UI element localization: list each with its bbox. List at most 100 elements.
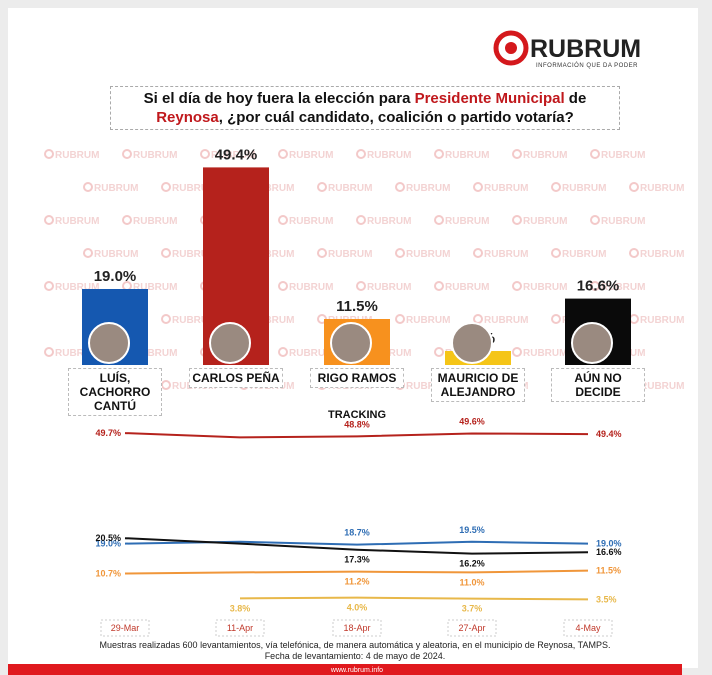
value-label: 11.0%	[459, 577, 484, 587]
value-label: 17.3%	[344, 555, 370, 565]
category-label: AÚN NO DECIDE	[551, 368, 645, 402]
watermark-dot	[434, 281, 444, 291]
watermark-text: RUBRUM	[94, 249, 138, 260]
value-label: 11.5%	[336, 298, 378, 315]
watermark-text: RUBRUM	[367, 150, 411, 161]
category-label: MAURICIO DE ALEJANDRO	[431, 368, 525, 402]
line	[124, 537, 589, 555]
value-label: 3.5%	[596, 594, 617, 604]
question-part: de	[564, 90, 587, 107]
candidate-photo	[451, 322, 493, 364]
value-label: 10.7%	[95, 568, 121, 578]
question-part: Presidente Municipal	[414, 90, 565, 107]
candidate-photo	[88, 322, 130, 364]
logo: RUBRUM	[530, 35, 641, 63]
watermark-text: RUBRUM	[484, 315, 528, 326]
value-label: 49.7%	[95, 428, 121, 438]
watermark-dot	[356, 281, 366, 291]
footer-bar	[8, 664, 682, 675]
date: Fecha de levantamiento: 4 de mayo de 202…	[264, 651, 446, 661]
value-label: 3.8%	[230, 603, 251, 613]
watermark-text: RUBRUM	[172, 249, 216, 260]
watermark-dot	[317, 248, 327, 258]
value-label: 49.4%	[596, 429, 622, 439]
value-label: 11.2%	[344, 577, 369, 587]
value-label: 48.8%	[344, 419, 370, 429]
footer-note: Muestras realizadas 600 levantamientos, …	[90, 640, 620, 662]
watermark-text: RUBRUM	[133, 216, 177, 227]
x-tick-label: 18-Apr	[343, 623, 370, 633]
question-part: Reynosa	[156, 109, 219, 126]
watermark-text: RUBRUM	[445, 282, 489, 293]
question: Si el día de hoy fuera la elección para …	[110, 86, 620, 130]
watermark-text: RUBRUM	[406, 315, 450, 326]
watermark-dot	[590, 215, 600, 225]
logo-dot	[505, 42, 517, 54]
watermark-text: RUBRUM	[55, 150, 99, 161]
x-tick-box	[100, 619, 150, 637]
x-tick-label: 27-Apr	[458, 623, 485, 633]
candidate-photo	[330, 322, 372, 364]
watermark-dot	[434, 149, 444, 159]
watermark-text: RUBRUM	[523, 216, 567, 227]
watermark-text: RUBRUM	[406, 249, 450, 260]
x-tick-label: 11-Apr	[227, 623, 253, 633]
watermark-dot	[122, 149, 132, 159]
watermark-dot	[317, 182, 327, 192]
line	[239, 596, 589, 601]
watermark-dot	[551, 182, 561, 192]
x-tick-box	[563, 619, 613, 637]
watermark-text: RUBRUM	[484, 183, 528, 194]
watermark-text: RUBRUM	[289, 216, 333, 227]
watermark-dot	[83, 182, 93, 192]
value-label: 49.4%	[215, 146, 258, 163]
value-label: 19.0%	[596, 539, 622, 549]
watermark-text: RUBRUM	[601, 150, 645, 161]
watermark-text: RUBRUM	[55, 282, 99, 293]
x-tick-box	[332, 619, 382, 637]
value-label: 18.7%	[344, 528, 370, 538]
watermark-text: RUBRUM	[55, 348, 99, 359]
candidate-photo	[571, 322, 613, 364]
watermark-dot	[473, 182, 483, 192]
watermark-text: RUBRUM	[523, 282, 567, 293]
watermark-text: RUBRUM	[445, 150, 489, 161]
watermark-text: RUBRUM	[640, 381, 684, 392]
watermark-text: RUBRUM	[601, 216, 645, 227]
watermark-dot	[512, 215, 522, 225]
watermark-text: RUBRUM	[523, 150, 567, 161]
value-label: 20.5%	[95, 533, 121, 543]
value-label: 16.6%	[577, 278, 620, 295]
watermark-text: RUBRUM	[640, 315, 684, 326]
watermark-text: RUBRUM	[250, 249, 294, 260]
watermark-dot	[395, 182, 405, 192]
watermark-text: RUBRUM	[133, 282, 177, 293]
watermark-dot	[161, 182, 171, 192]
question-part: , ¿por cuál candidato, coalición o parti…	[218, 109, 574, 126]
watermark-text: RUBRUM	[250, 315, 294, 326]
category-label: RIGO RAMOS	[310, 368, 404, 388]
watermark-dot	[161, 248, 171, 258]
watermark-text: RUBRUM	[601, 282, 645, 293]
watermark-text: RUBRUM	[484, 249, 528, 260]
watermark-dot	[161, 314, 171, 324]
x-tick-label: 29-Mar	[111, 623, 140, 633]
value-label: 3.7%	[462, 604, 483, 614]
watermark-dot	[629, 248, 639, 258]
watermark-text: RUBRUM	[172, 315, 216, 326]
x-tick-label: 4-May	[575, 623, 601, 633]
watermark-dot	[200, 149, 210, 159]
value-label: 16.6%	[596, 547, 622, 557]
watermark-text: RUBRUM	[367, 216, 411, 227]
watermark-text: RUBRUM	[211, 150, 255, 161]
value-label: 16.2%	[459, 559, 485, 569]
watermark-text: RUBRUM	[55, 216, 99, 227]
watermark-dot	[434, 347, 444, 357]
watermark-dot	[512, 281, 522, 291]
watermark-text: RUBRUM	[289, 282, 333, 293]
watermark-text: RUBRUM	[133, 348, 177, 359]
watermark-text: RUBRUM	[406, 183, 450, 194]
watermark-dot	[278, 149, 288, 159]
watermark-text: RUBRUM	[445, 216, 489, 227]
